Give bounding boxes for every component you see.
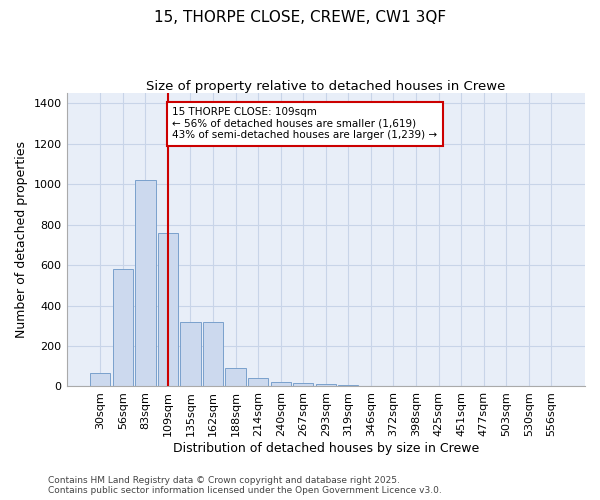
Bar (135, 180, 155, 386)
Bar (113, 269, 133, 386)
Bar (181, 322, 200, 386)
Bar (90, 374, 110, 386)
Bar (248, 378, 268, 386)
Text: 15 THORPE CLOSE: 109sqm
← 56% of detached houses are smaller (1,619)
43% of semi: 15 THORPE CLOSE: 109sqm ← 56% of detache… (172, 107, 437, 140)
Text: Contains HM Land Registry data © Crown copyright and database right 2025.
Contai: Contains HM Land Registry data © Crown c… (48, 476, 442, 495)
Bar (293, 384, 313, 386)
Title: Size of property relative to detached houses in Crewe: Size of property relative to detached ho… (146, 80, 505, 93)
Bar (158, 232, 178, 386)
Bar (203, 322, 223, 386)
Bar (226, 368, 246, 386)
Text: 15, THORPE CLOSE, CREWE, CW1 3QF: 15, THORPE CLOSE, CREWE, CW1 3QF (154, 10, 446, 25)
Y-axis label: Number of detached properties: Number of detached properties (15, 141, 28, 338)
Bar (271, 382, 291, 386)
X-axis label: Distribution of detached houses by size in Crewe: Distribution of detached houses by size … (173, 442, 479, 455)
Bar (316, 384, 336, 386)
